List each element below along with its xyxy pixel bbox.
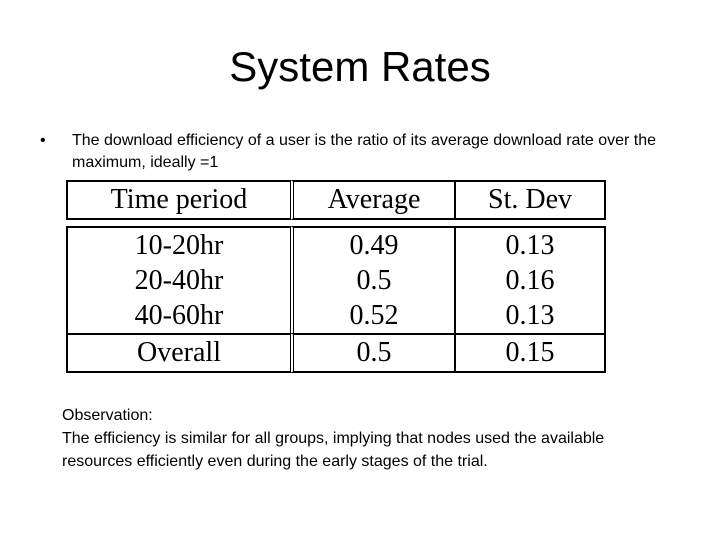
observation-text: The efficiency is similar for all groups… [62,430,605,470]
header-st-dev: St. Dev [454,180,606,220]
table-row: 10-20hr 0.49 0.13 [66,226,606,263]
cell-st-dev: 0.16 [454,263,606,298]
observation-block: Observation: The efficiency is similar f… [62,404,622,473]
table-row-overall: Overall 0.5 0.15 [66,333,606,373]
header-average: Average [290,180,454,220]
slide-title: System Rates [229,43,491,90]
bullet-text: The download efficiency of a user is the… [72,132,657,171]
cell-period: 20-40hr [66,263,290,298]
cell-overall-label: Overall [66,333,290,373]
table-header-row: Time period Average St. Dev [66,180,606,220]
cell-average: 0.49 [290,226,454,263]
header-time-period: Time period [66,180,290,220]
cell-st-dev: 0.13 [454,298,606,333]
cell-average: 0.5 [290,263,454,298]
efficiency-table: Time period Average St. Dev 10-20hr 0.49… [66,180,608,373]
table-row: 40-60hr 0.52 0.13 [66,298,606,333]
cell-overall-average: 0.5 [290,333,454,373]
bullet-marker: • [40,132,46,149]
cell-st-dev: 0.13 [454,226,606,263]
cell-period: 10-20hr [66,226,290,263]
cell-period: 40-60hr [66,298,290,333]
efficiency-table-grid: Time period Average St. Dev 10-20hr 0.49… [66,180,606,373]
cell-overall-st-dev: 0.15 [454,333,606,373]
table-row: 20-40hr 0.5 0.16 [66,263,606,298]
observation-heading: Observation: [62,407,153,424]
cell-average: 0.52 [290,298,454,333]
